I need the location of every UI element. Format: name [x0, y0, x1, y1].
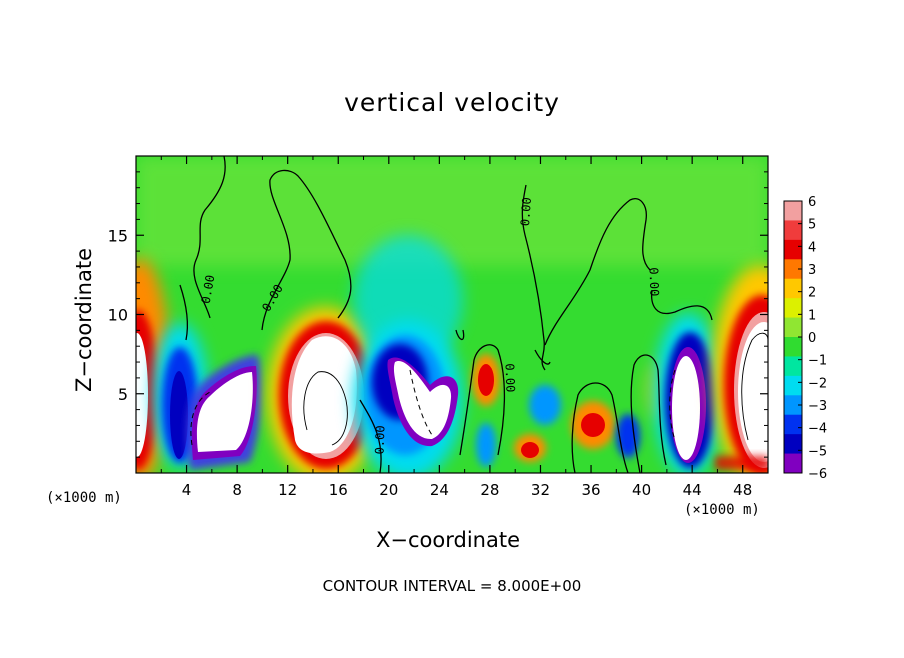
y-tick-label: 10 — [108, 306, 128, 325]
x-axis: 4 8 12 16 20 24 28 32 36 40 44 48 — [160, 156, 752, 499]
x-tick-label: 44 — [683, 481, 702, 499]
zero-contour-10 — [179, 284, 189, 341]
x-tick-label: 4 — [182, 481, 192, 499]
colorbar-swatch — [784, 220, 802, 241]
x-tick-label: 48 — [733, 481, 752, 499]
colorbar: 6 5 4 3 2 1 0 −1 −2 −3 −4 −5 −6 — [783, 195, 827, 482]
thin-contour-2 — [741, 332, 768, 441]
x-tick-label: 8 — [232, 481, 242, 499]
x-tick-label: 20 — [379, 481, 398, 499]
zero-contour-3 — [359, 399, 382, 473]
colorbar-tick-label: −2 — [808, 376, 827, 391]
dashed-contour-2 — [409, 369, 433, 436]
zero-contour-label: 0.00 — [646, 267, 661, 296]
colorbar-tick-label: −4 — [808, 422, 827, 437]
colorbar-tick-label: 3 — [808, 263, 816, 278]
zero-contour-1 — [193, 156, 226, 319]
zero-contour-7 — [571, 382, 629, 473]
zero-contour-label: 0.00 — [373, 425, 388, 454]
x-tick-label: 40 — [632, 481, 651, 499]
zero-contour-9 — [459, 344, 506, 456]
zero-contour-5 — [544, 198, 651, 346]
bottom-band-right — [715, 456, 768, 470]
x-unit-left: (×1000 m) — [46, 490, 122, 506]
colorbar-swatch — [784, 453, 802, 474]
colorbar-swatch — [784, 337, 802, 357]
right-updraft-region — [712, 265, 768, 473]
x-tick-label: 12 — [278, 481, 297, 499]
downdraft-region-22km — [353, 235, 463, 473]
negative-contours — [190, 369, 676, 446]
colorbar-swatch — [784, 201, 802, 221]
colorbar-swatch — [784, 395, 802, 416]
colorbar-tick-label: 4 — [808, 240, 816, 255]
updraft-region-43km — [654, 313, 722, 473]
colorbar-swatch — [784, 259, 802, 280]
dashed-contour-1 — [190, 391, 211, 446]
colorbar-swatch — [784, 278, 802, 299]
colorbar-swatch — [784, 414, 802, 435]
y-tick-label: 5 — [118, 385, 128, 404]
x-unit-right: (×1000 m) — [684, 502, 760, 518]
y-axis: 5 10 15 — [108, 171, 768, 458]
left-updraft-region — [136, 258, 170, 473]
colorbar-tick-label: −6 — [808, 467, 827, 482]
dashed-contour-3 — [669, 369, 676, 441]
x-tick-label: 16 — [329, 481, 348, 499]
contour-interval-note: CONTOUR INTERVAL = 8.000E+00 — [322, 577, 582, 595]
zero-contour-label: 0.00 — [518, 197, 534, 227]
colorbar-swatch — [784, 317, 802, 338]
colorbar-tick-label: 5 — [808, 218, 816, 233]
colorbar-swatch — [784, 298, 802, 319]
zero-contour-2 — [261, 169, 352, 331]
y-tick-label: 15 — [108, 226, 128, 245]
x-tick-label: 36 — [581, 481, 600, 499]
x-tick-label: 24 — [430, 481, 449, 499]
upper-field-tint — [136, 156, 768, 266]
colorbar-tick-label: −5 — [808, 444, 827, 459]
x-tick-label: 28 — [480, 481, 499, 499]
field-layer — [136, 156, 768, 473]
colorbar-tick-label: 2 — [808, 286, 816, 301]
x-axis-label: X−coordinate — [376, 528, 520, 552]
zero-contour-label: 0.00 — [502, 363, 517, 392]
positive-contours — [303, 332, 768, 446]
x-tick-label: 32 — [531, 481, 550, 499]
thin-contour-1 — [303, 371, 348, 446]
zero-contour-label: 0.00 — [199, 274, 218, 305]
zero-contour-11 — [455, 329, 465, 341]
zero-contour-4 — [521, 184, 546, 371]
colorbar-swatch — [784, 239, 802, 260]
colorbar-tick-label: 1 — [808, 308, 816, 323]
updraft-region-7km — [187, 355, 262, 470]
colorbar-tick-label: 0 — [808, 331, 816, 346]
chart-title: vertical velocity — [344, 88, 560, 117]
zero-contour-8 — [630, 354, 667, 473]
zero-contour-12 — [534, 349, 551, 365]
y-axis-label: Z−coordinate — [72, 248, 96, 392]
colorbar-tick-label: −1 — [808, 354, 827, 369]
zero-contour-6 — [650, 289, 713, 321]
colorbar-tick-label: −3 — [808, 399, 827, 414]
colorbar-swatch — [784, 434, 802, 455]
zero-contours — [179, 156, 713, 473]
colorbar-swatch — [784, 356, 802, 377]
colorbar-swatch — [784, 375, 802, 396]
updraft-region-15km — [267, 307, 383, 473]
colorbar-tick-label: 6 — [808, 195, 816, 210]
